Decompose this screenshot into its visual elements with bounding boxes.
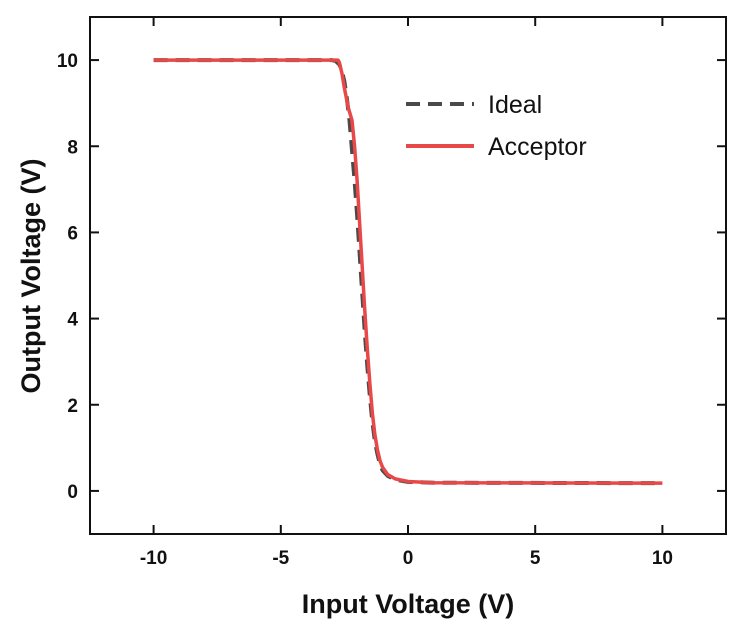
y-tick-label: 8 [67, 137, 78, 158]
x-tick-label: -10 [140, 548, 167, 569]
plot-frame [89, 16, 727, 535]
x-tick-label: 10 [652, 548, 673, 569]
y-tick-label: 6 [67, 223, 78, 244]
legend-label-acceptor: Acceptor [488, 133, 587, 161]
y-tick-label: 0 [67, 482, 78, 503]
series-line-acceptor [153, 58, 663, 485]
legend: Ideal Acceptor [406, 91, 587, 161]
x-axis-title: Input Voltage (V) [302, 589, 514, 619]
y-axis-title: Output Voltage (V) [16, 159, 46, 394]
x-tick-label: -5 [272, 548, 289, 569]
series-line-ideal [153, 58, 663, 486]
x-tick-label: 0 [403, 548, 414, 569]
axis-ticks: -10 -5 0 5 10 0 2 4 6 8 10 [57, 17, 726, 569]
legend-label-ideal: Ideal [488, 91, 542, 119]
x-tick-label: 5 [530, 548, 541, 569]
series-layer [153, 58, 663, 486]
y-tick-label: 10 [57, 51, 78, 72]
y-tick-label: 2 [67, 396, 78, 417]
y-tick-label: 4 [67, 310, 78, 331]
